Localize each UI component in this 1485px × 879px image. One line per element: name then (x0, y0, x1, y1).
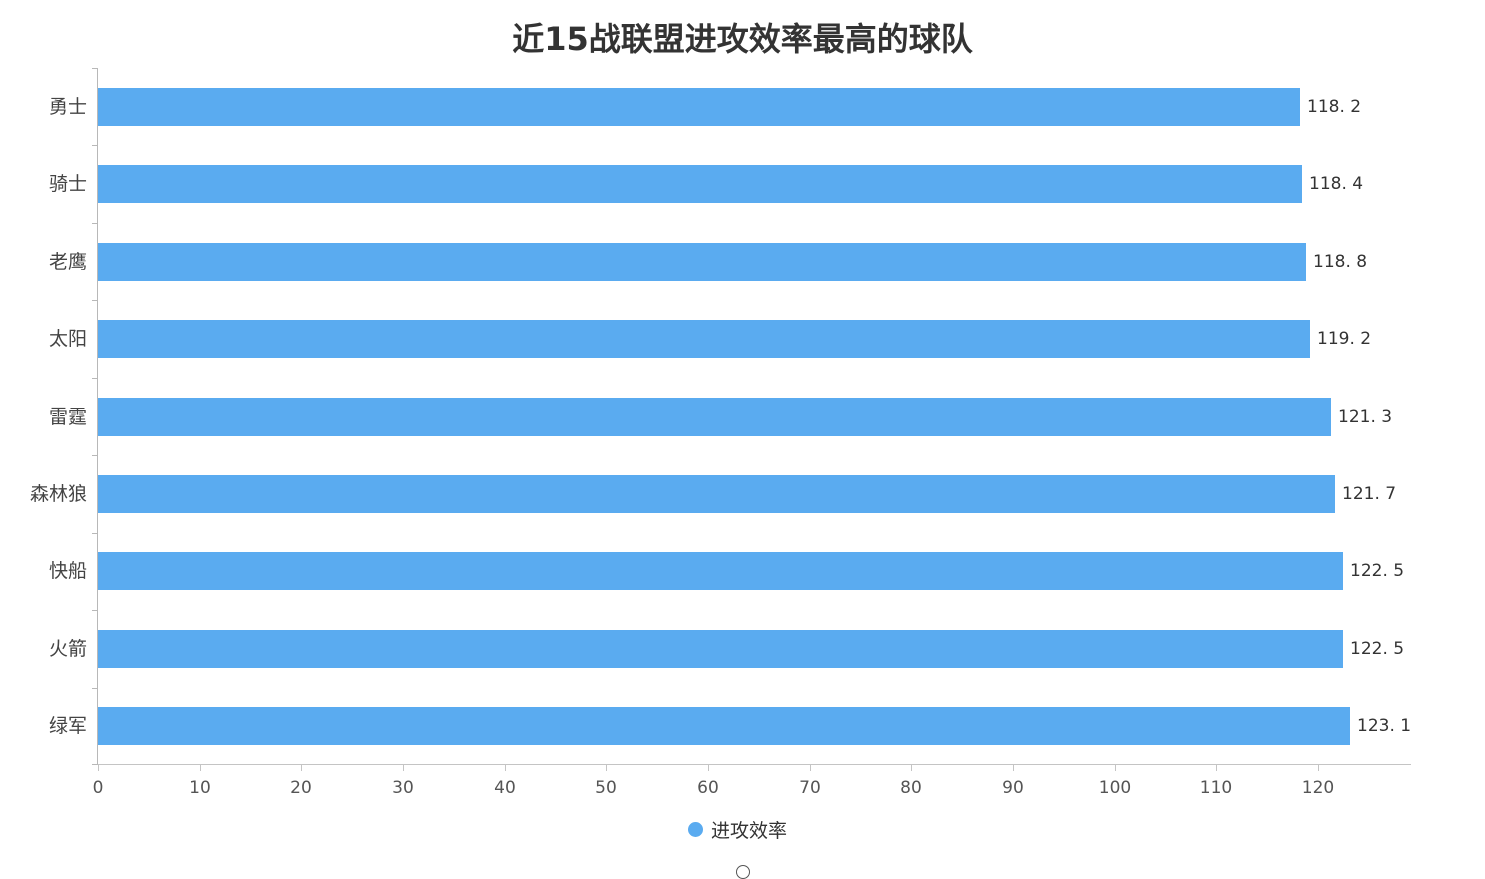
category-label: 火箭 (48, 638, 87, 660)
x-tick (911, 765, 912, 771)
x-tick (708, 765, 709, 771)
legend-dot-icon (688, 822, 703, 837)
x-tick (810, 765, 811, 771)
x-tick-label: 120 (1301, 778, 1335, 798)
x-tick-label: 90 (1002, 778, 1024, 798)
value-label: 119. 2 (1317, 329, 1372, 349)
value-label: 121. 7 (1342, 484, 1397, 504)
bar[interactable] (98, 398, 1331, 436)
bar[interactable] (98, 475, 1335, 513)
chart-title: 近15战联盟进攻效率最高的球队 (512, 20, 973, 58)
y-tick (92, 610, 98, 611)
bar[interactable] (98, 707, 1350, 745)
x-tick (301, 765, 302, 771)
x-tick-label: 0 (92, 778, 104, 798)
x-tick-label: 70 (799, 778, 821, 798)
value-label: 118. 4 (1309, 174, 1364, 194)
x-tick (1216, 765, 1217, 771)
category-label: 太阳 (48, 328, 87, 350)
x-tick (200, 765, 201, 771)
category-label: 绿军 (48, 715, 87, 737)
value-label: 118. 8 (1313, 252, 1368, 272)
value-label: 122. 5 (1350, 639, 1405, 659)
legend-label: 进攻效率 (711, 820, 788, 842)
x-tick-label: 20 (290, 778, 312, 798)
x-tick (505, 765, 506, 771)
legend-item[interactable]: 进攻效率 (688, 816, 787, 843)
x-tick-label: 50 (595, 778, 617, 798)
y-tick (92, 145, 98, 146)
bar[interactable] (98, 88, 1300, 126)
x-tick (1013, 765, 1014, 771)
value-label: 123. 1 (1357, 716, 1412, 736)
x-tick-label: 60 (697, 778, 719, 798)
y-tick (92, 378, 98, 379)
x-tick-label: 40 (494, 778, 516, 798)
x-tick-label: 30 (392, 778, 414, 798)
scroll-indicator-icon (736, 865, 750, 879)
bar[interactable] (98, 165, 1302, 203)
x-tick (1115, 765, 1116, 771)
category-label: 老鹰 (48, 251, 87, 273)
x-axis-line (97, 764, 1411, 765)
bar[interactable] (98, 320, 1310, 358)
bar[interactable] (98, 243, 1306, 281)
y-tick (92, 455, 98, 456)
bar[interactable] (98, 630, 1343, 668)
y-tick (92, 688, 98, 689)
y-tick (92, 223, 98, 224)
value-label: 122. 5 (1350, 561, 1405, 581)
value-label: 121. 3 (1338, 407, 1393, 427)
x-tick (606, 765, 607, 771)
category-label: 快船 (48, 560, 87, 582)
y-tick (92, 533, 98, 534)
x-tick-label: 10 (189, 778, 211, 798)
category-label: 森林狼 (29, 483, 87, 505)
category-label: 雷霆 (48, 406, 87, 428)
x-tick-label: 110 (1199, 778, 1233, 798)
y-tick (92, 300, 98, 301)
value-label: 118. 2 (1307, 97, 1362, 117)
category-label: 骑士 (48, 173, 87, 195)
x-tick (403, 765, 404, 771)
x-tick-label: 100 (1098, 778, 1132, 798)
bar[interactable] (98, 552, 1343, 590)
x-tick (98, 765, 99, 771)
y-tick (92, 68, 98, 69)
y-axis-line (97, 68, 98, 765)
x-tick (1318, 765, 1319, 771)
y-tick (92, 764, 98, 765)
category-label: 勇士 (48, 96, 87, 118)
x-tick-label: 80 (900, 778, 922, 798)
